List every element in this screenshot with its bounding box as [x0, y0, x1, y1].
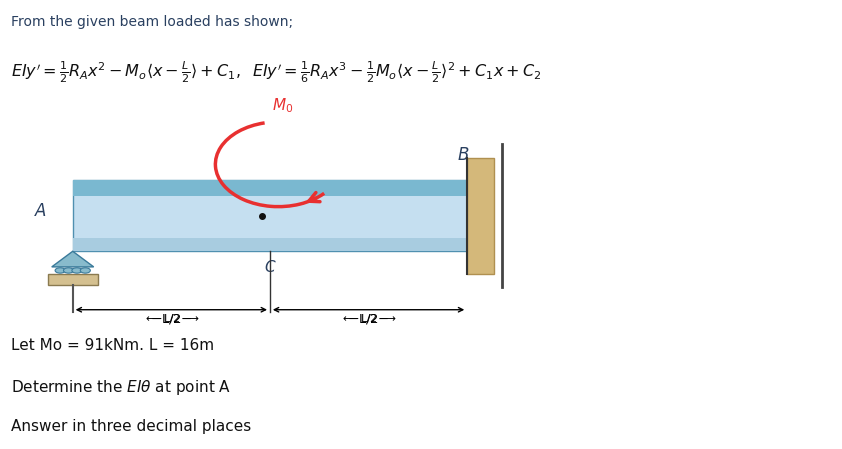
Circle shape — [72, 268, 82, 273]
Circle shape — [55, 268, 65, 273]
Text: $EIy' = \frac{1}{2}R_A x^2 - M_o\langle x - \frac{L}{2}\rangle + C_1,\;\; EIy' =: $EIy' = \frac{1}{2}R_A x^2 - M_o\langle … — [12, 59, 541, 85]
Text: $\longleftarrow$L/2$\longrightarrow$: $\longleftarrow$L/2$\longrightarrow$ — [143, 312, 200, 325]
Text: $-$L/2$-$: $-$L/2$-$ — [150, 312, 193, 326]
Circle shape — [80, 268, 90, 273]
Bar — [72, 180, 467, 251]
Text: C: C — [264, 260, 275, 275]
Text: $-$L/2$-$: $-$L/2$-$ — [347, 312, 390, 326]
Text: B: B — [457, 146, 469, 164]
Text: Let Mo = 91kNm. L = 16m: Let Mo = 91kNm. L = 16m — [12, 338, 215, 353]
Text: Answer in three decimal places: Answer in three decimal places — [12, 418, 252, 434]
Text: $M_0$: $M_0$ — [272, 97, 293, 115]
Circle shape — [63, 268, 73, 273]
Text: Determine the $EI\theta$ at point A: Determine the $EI\theta$ at point A — [12, 379, 232, 397]
Polygon shape — [51, 251, 93, 267]
Text: $\longleftarrow$L/2$\longrightarrow$: $\longleftarrow$L/2$\longrightarrow$ — [340, 312, 397, 325]
Text: A: A — [35, 202, 46, 220]
Bar — [47, 274, 98, 285]
Bar — [467, 158, 494, 273]
Bar — [72, 238, 467, 251]
Text: From the given beam loaded has shown;: From the given beam loaded has shown; — [12, 15, 294, 29]
Bar — [72, 180, 467, 196]
